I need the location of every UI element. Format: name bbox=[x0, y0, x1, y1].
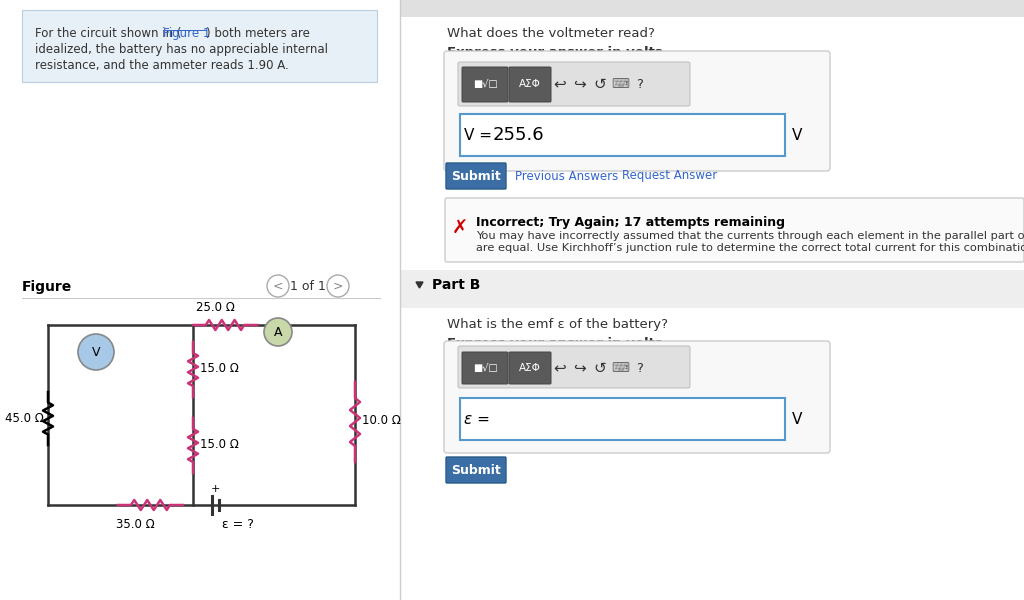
Text: ■√□: ■√□ bbox=[473, 79, 498, 89]
FancyBboxPatch shape bbox=[509, 67, 551, 102]
Circle shape bbox=[78, 334, 114, 370]
Text: ↺: ↺ bbox=[594, 76, 606, 91]
FancyBboxPatch shape bbox=[0, 0, 400, 600]
Text: V: V bbox=[792, 127, 803, 142]
Text: Request Answer: Request Answer bbox=[622, 169, 717, 182]
FancyBboxPatch shape bbox=[462, 67, 508, 102]
FancyBboxPatch shape bbox=[444, 341, 830, 453]
Circle shape bbox=[327, 275, 349, 297]
Text: <: < bbox=[272, 280, 284, 292]
Text: ■√□: ■√□ bbox=[473, 363, 498, 373]
Polygon shape bbox=[416, 282, 423, 288]
Text: AΣΦ: AΣΦ bbox=[519, 363, 541, 373]
FancyBboxPatch shape bbox=[509, 352, 551, 384]
Text: idealized, the battery has no appreciable internal: idealized, the battery has no appreciabl… bbox=[35, 43, 328, 56]
FancyBboxPatch shape bbox=[460, 398, 785, 440]
Text: Submit: Submit bbox=[452, 463, 501, 476]
Text: ) both meters are: ) both meters are bbox=[206, 27, 310, 40]
Text: Part B: Part B bbox=[432, 278, 480, 292]
Text: Express your answer in volts.: Express your answer in volts. bbox=[447, 337, 668, 350]
Text: ✗: ✗ bbox=[452, 218, 468, 238]
FancyBboxPatch shape bbox=[445, 198, 1024, 262]
FancyBboxPatch shape bbox=[462, 352, 508, 384]
Text: ↩: ↩ bbox=[554, 361, 566, 376]
Text: ?: ? bbox=[637, 361, 643, 374]
Text: ?: ? bbox=[637, 77, 643, 91]
Text: 255.6: 255.6 bbox=[493, 126, 545, 144]
Text: ⌨: ⌨ bbox=[611, 361, 629, 374]
Text: AΣΦ: AΣΦ bbox=[519, 79, 541, 89]
Text: ↩: ↩ bbox=[554, 76, 566, 91]
Text: Express your answer in volts.: Express your answer in volts. bbox=[447, 46, 668, 59]
Text: What is the emf ε of the battery?: What is the emf ε of the battery? bbox=[447, 318, 668, 331]
FancyBboxPatch shape bbox=[446, 163, 506, 189]
Text: V: V bbox=[92, 346, 100, 358]
Text: 35.0 Ω: 35.0 Ω bbox=[116, 518, 155, 531]
Text: Submit: Submit bbox=[452, 169, 501, 182]
Circle shape bbox=[264, 318, 292, 346]
Text: ↺: ↺ bbox=[594, 361, 606, 376]
FancyBboxPatch shape bbox=[444, 51, 830, 171]
Circle shape bbox=[267, 275, 289, 297]
Text: V: V bbox=[792, 412, 803, 427]
Text: Figure: Figure bbox=[22, 280, 73, 294]
Text: are equal. Use Kirchhoff’s junction rule to determine the correct total current : are equal. Use Kirchhoff’s junction rule… bbox=[476, 243, 1024, 253]
Text: For the circuit shown in (: For the circuit shown in ( bbox=[35, 27, 181, 40]
Text: Previous Answers: Previous Answers bbox=[515, 169, 618, 182]
Text: ε =: ε = bbox=[464, 412, 489, 427]
Text: 25.0 Ω: 25.0 Ω bbox=[196, 301, 234, 314]
Text: What does the voltmeter read?: What does the voltmeter read? bbox=[447, 27, 655, 40]
Text: ↪: ↪ bbox=[573, 76, 587, 91]
Text: ↪: ↪ bbox=[573, 361, 587, 376]
Text: >: > bbox=[333, 280, 343, 292]
Text: ε = ?: ε = ? bbox=[222, 518, 254, 531]
Text: resistance, and the ammeter reads 1.90 A.: resistance, and the ammeter reads 1.90 A… bbox=[35, 59, 289, 72]
Text: 45.0 Ω: 45.0 Ω bbox=[5, 412, 44, 425]
FancyBboxPatch shape bbox=[400, 0, 1024, 17]
Text: +: + bbox=[210, 484, 220, 494]
FancyBboxPatch shape bbox=[400, 270, 1024, 308]
Text: ⌨: ⌨ bbox=[611, 77, 629, 91]
FancyBboxPatch shape bbox=[22, 10, 377, 82]
FancyBboxPatch shape bbox=[458, 346, 690, 388]
FancyBboxPatch shape bbox=[446, 457, 506, 483]
FancyBboxPatch shape bbox=[460, 114, 785, 156]
Text: You may have incorrectly assumed that the currents through each element in the p: You may have incorrectly assumed that th… bbox=[476, 231, 1024, 241]
FancyBboxPatch shape bbox=[400, 0, 1024, 600]
Text: 15.0 Ω: 15.0 Ω bbox=[200, 361, 239, 374]
Text: 15.0 Ω: 15.0 Ω bbox=[200, 437, 239, 451]
Text: A: A bbox=[273, 325, 283, 338]
FancyBboxPatch shape bbox=[458, 62, 690, 106]
Text: 1 of 1: 1 of 1 bbox=[290, 280, 326, 292]
Text: Figure 1: Figure 1 bbox=[163, 27, 210, 40]
Text: Incorrect; Try Again; 17 attempts remaining: Incorrect; Try Again; 17 attempts remain… bbox=[476, 216, 785, 229]
Text: 10.0 Ω: 10.0 Ω bbox=[362, 413, 400, 427]
Text: V =: V = bbox=[464, 127, 492, 142]
